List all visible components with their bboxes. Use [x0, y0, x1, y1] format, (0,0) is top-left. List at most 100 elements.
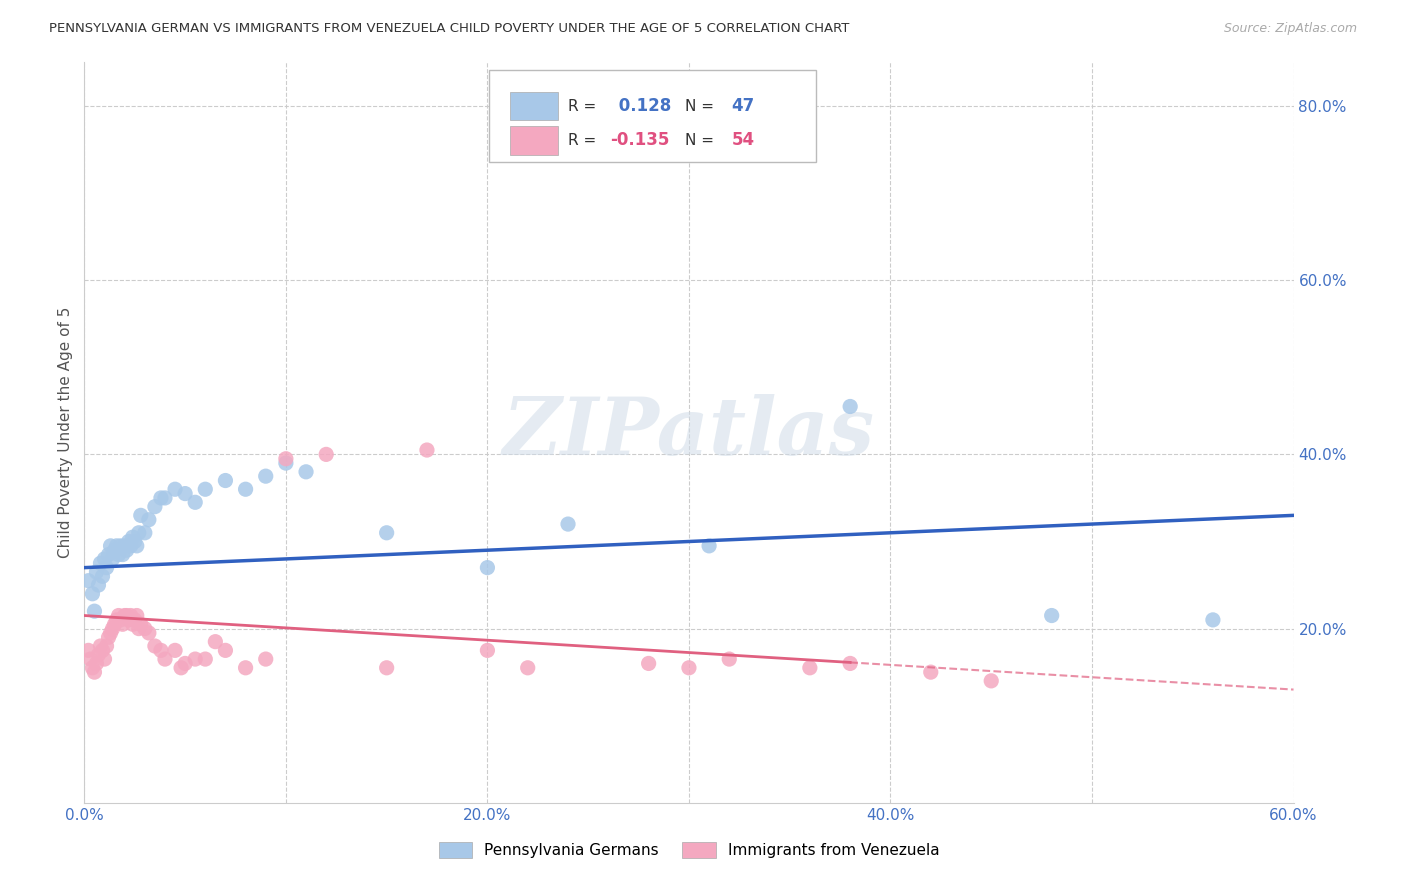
Point — [174, 657, 197, 671]
Point — [125, 539, 148, 553]
Point — [120, 608, 142, 623]
Point — [254, 652, 277, 666]
Point — [375, 661, 398, 675]
Point — [121, 617, 143, 632]
Point — [165, 643, 187, 657]
Text: ZIPatlas: ZIPatlas — [503, 394, 875, 471]
Point — [93, 652, 115, 666]
Text: 54: 54 — [731, 131, 755, 150]
Point — [134, 622, 156, 636]
Point — [89, 556, 111, 570]
Point — [153, 491, 176, 505]
Point — [82, 661, 104, 675]
Text: R =: R = — [568, 133, 602, 148]
Point — [799, 661, 821, 675]
Point — [637, 657, 659, 671]
Point — [111, 548, 134, 562]
Point — [477, 643, 499, 657]
Point — [204, 634, 226, 648]
Point — [375, 525, 398, 540]
Point — [124, 613, 146, 627]
Text: Source: ZipAtlas.com: Source: ZipAtlas.com — [1223, 22, 1357, 36]
Text: N =: N = — [685, 99, 720, 114]
Point — [920, 665, 942, 680]
Point — [97, 548, 120, 562]
Point — [153, 652, 176, 666]
Point — [82, 587, 104, 601]
Point — [235, 482, 257, 496]
Point — [274, 451, 297, 466]
FancyBboxPatch shape — [510, 93, 558, 120]
Point — [105, 539, 128, 553]
Point — [194, 482, 217, 496]
Point — [107, 608, 129, 623]
Point — [114, 539, 136, 553]
Point — [697, 539, 720, 553]
Point — [96, 639, 118, 653]
Point — [83, 665, 105, 680]
Point — [129, 617, 152, 632]
Point — [129, 508, 152, 523]
Point — [105, 613, 128, 627]
Point — [101, 552, 124, 566]
Point — [678, 661, 700, 675]
Point — [214, 474, 236, 488]
FancyBboxPatch shape — [510, 127, 558, 154]
Point — [165, 482, 187, 496]
Text: PENNSYLVANIA GERMAN VS IMMIGRANTS FROM VENEZUELA CHILD POVERTY UNDER THE AGE OF : PENNSYLVANIA GERMAN VS IMMIGRANTS FROM V… — [49, 22, 849, 36]
Point — [839, 657, 862, 671]
Point — [121, 530, 143, 544]
Point — [89, 639, 111, 653]
Text: R =: R = — [568, 99, 602, 114]
Point — [97, 630, 120, 644]
Point — [315, 447, 337, 461]
Point — [115, 608, 138, 623]
Point — [87, 648, 110, 662]
Point — [120, 539, 142, 553]
Point — [110, 613, 132, 627]
Text: -0.135: -0.135 — [610, 131, 669, 150]
Point — [143, 500, 166, 514]
Point — [104, 617, 127, 632]
Point — [87, 578, 110, 592]
Point — [235, 661, 257, 675]
Point — [128, 622, 150, 636]
Point — [124, 534, 146, 549]
Point — [77, 643, 100, 657]
Point — [184, 652, 207, 666]
Point — [254, 469, 277, 483]
Point — [194, 652, 217, 666]
Point — [477, 560, 499, 574]
Point — [184, 495, 207, 509]
Point — [295, 465, 318, 479]
Point — [138, 626, 160, 640]
Text: N =: N = — [685, 133, 720, 148]
Point — [138, 513, 160, 527]
Point — [274, 456, 297, 470]
Point — [214, 643, 236, 657]
Point — [79, 652, 101, 666]
Point — [557, 517, 579, 532]
Point — [118, 534, 141, 549]
Point — [107, 548, 129, 562]
Point — [839, 400, 862, 414]
FancyBboxPatch shape — [489, 70, 815, 162]
Point — [77, 574, 100, 588]
Point — [174, 486, 197, 500]
Y-axis label: Child Poverty Under the Age of 5: Child Poverty Under the Age of 5 — [58, 307, 73, 558]
Point — [128, 525, 150, 540]
Point — [110, 539, 132, 553]
Point — [93, 552, 115, 566]
Point — [83, 604, 105, 618]
Point — [149, 491, 172, 505]
Point — [115, 543, 138, 558]
Point — [143, 639, 166, 653]
Point — [718, 652, 741, 666]
Point — [114, 608, 136, 623]
Point — [96, 560, 118, 574]
Point — [980, 673, 1002, 688]
Point — [111, 617, 134, 632]
Point — [149, 643, 172, 657]
Point — [91, 569, 114, 583]
Point — [86, 565, 108, 579]
